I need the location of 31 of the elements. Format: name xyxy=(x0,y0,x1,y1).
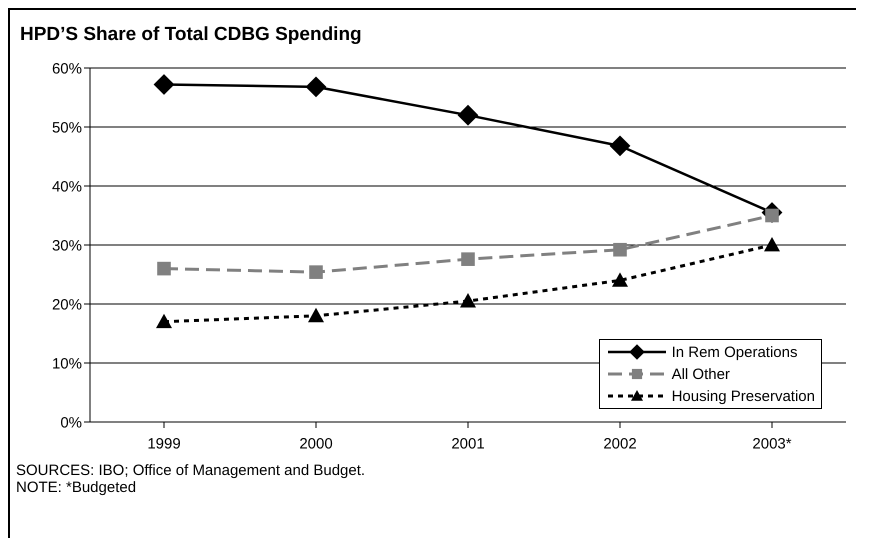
point xyxy=(612,272,628,287)
y-tick-label: 10% xyxy=(52,355,82,372)
point xyxy=(610,135,630,156)
point xyxy=(458,104,478,126)
legend-label: In Rem Operations xyxy=(672,344,798,360)
point xyxy=(306,76,326,98)
point xyxy=(154,74,174,95)
x-tick-label: 2001 xyxy=(451,436,485,453)
point xyxy=(460,293,476,308)
y-tick-label: 50% xyxy=(52,119,82,136)
y-tick-label: 20% xyxy=(52,296,82,314)
point xyxy=(764,237,780,252)
legend-label: Housing Preservation xyxy=(672,388,815,404)
legend-label: All Other xyxy=(672,366,730,382)
x-tick-label: 2000 xyxy=(299,436,333,453)
point xyxy=(613,242,627,257)
y-tick-label: 0% xyxy=(60,414,82,432)
x-tick-label: 2002 xyxy=(603,436,637,453)
point xyxy=(157,262,171,276)
point xyxy=(308,308,324,322)
point xyxy=(461,252,475,266)
point xyxy=(156,314,172,328)
y-tick-label: 30% xyxy=(52,237,82,254)
source-note: SOURCES: IBO; Office of Management and Budget. xyxy=(16,462,366,479)
y-tick-label: 40% xyxy=(52,178,82,196)
point xyxy=(309,265,323,279)
y-tick-label: 60% xyxy=(52,60,82,78)
chart-title: HPD’S Share of Total CDBG Spending xyxy=(19,23,363,47)
x-tick-label: 2003* xyxy=(752,436,792,453)
x-tick-label: 1999 xyxy=(147,436,181,453)
text: NOTE: *Budgeted xyxy=(16,479,138,496)
